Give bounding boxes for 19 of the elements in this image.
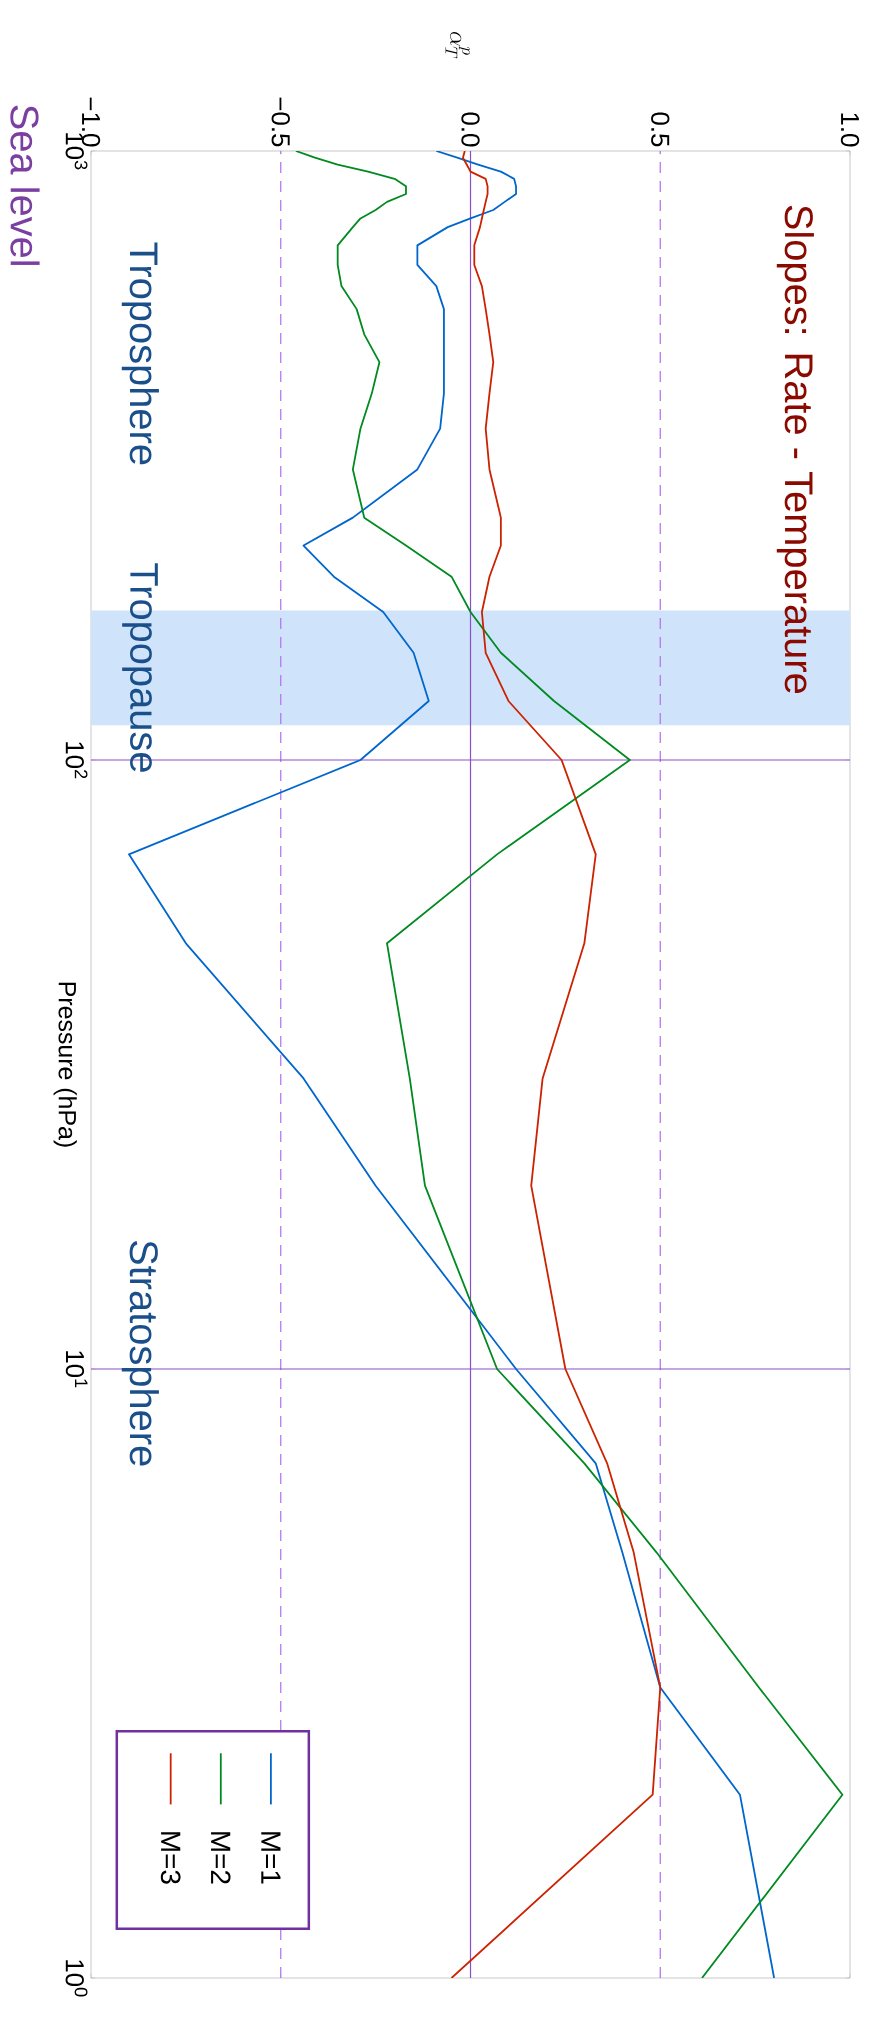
legend-label: M=3 [160, 1832, 181, 1884]
y-tick-label: 10$^{0}$ [65, 1960, 88, 1997]
annotation: Troposphere [121, 242, 159, 465]
legend-label: M=1 [261, 1832, 281, 1884]
x-tick-label: 0.0 [461, 112, 480, 147]
y-tick-label: 10$^{2}$ [65, 742, 88, 779]
text: Sea level [10, 105, 40, 265]
x-tick-label: −0.5 [271, 97, 290, 147]
annotation: Stratosphere [121, 1240, 159, 1466]
x-axis-title: $\alpha_T^p$ [445, 31, 470, 59]
band-label: Tropopause [122, 563, 158, 772]
x-tick-label: 1.0 [840, 113, 860, 147]
line-series [450, 150, 662, 1978]
line-series [295, 150, 844, 1978]
legend-label: M=2 [211, 1832, 231, 1884]
text: Slopes: Rate - Temperature [776, 205, 814, 694]
y-tick-label: 10$^{1}$ [65, 1351, 88, 1388]
y-axis-title: Pressure (hPa) [53, 982, 77, 1147]
x-tick-label: 0.5 [651, 112, 670, 147]
